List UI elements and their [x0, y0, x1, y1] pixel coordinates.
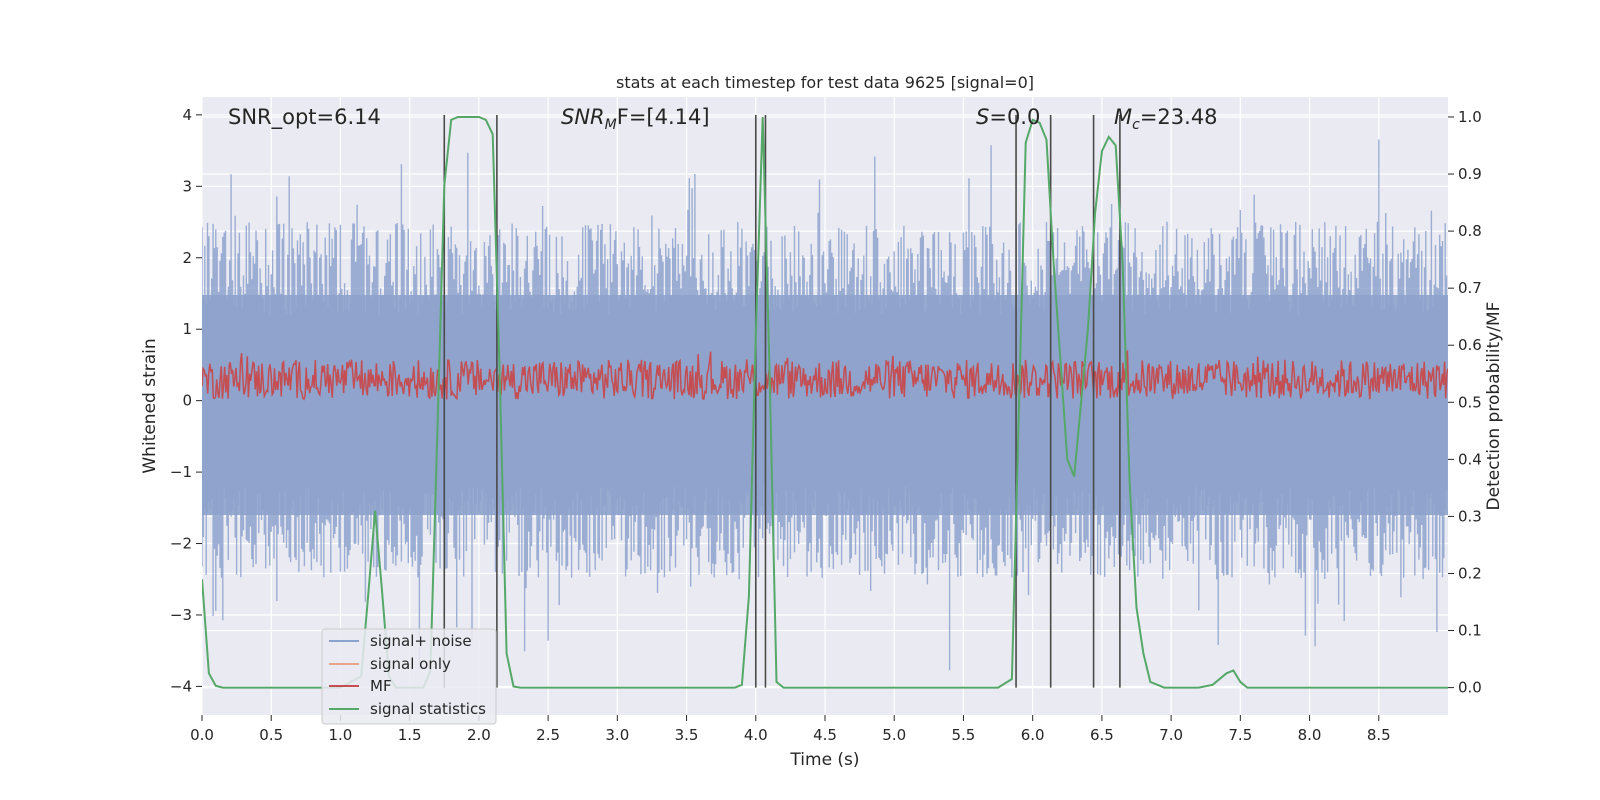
x-tick-label: 3.5 [675, 726, 699, 744]
y-axis-label-right: Detection probability/MF [1484, 302, 1504, 511]
left-y-tick-label: 1 [182, 320, 192, 338]
series-mf [202, 350, 1448, 401]
right-y-tick-label: 1.0 [1458, 108, 1482, 126]
right-y-tick-label: 0.0 [1458, 679, 1482, 697]
right-y-tick-label: 0.2 [1458, 564, 1482, 582]
left-y-tick-label: 0 [182, 392, 192, 410]
legend-label-signal-only: signal only [370, 655, 451, 673]
right-y-axis-ticks: 0.0 0.1 0.2 0.3 0.4 0.5 0.6 0.7 0.8 0.9 1.0 [1448, 108, 1482, 697]
x-tick-label: 1.5 [398, 726, 422, 744]
left-y-tick-label: −4 [170, 677, 192, 695]
x-tick-label: 0.5 [259, 726, 283, 744]
right-y-tick-label: 0.1 [1458, 622, 1482, 640]
left-y-tick-label: 4 [182, 106, 192, 124]
annotation-snr-opt: SNR_opt=6.14 [228, 105, 381, 130]
right-y-tick-label: 0.8 [1458, 222, 1482, 240]
annotation-s: S=0.0 [976, 105, 1040, 129]
right-y-tick-label: 0.9 [1458, 165, 1482, 183]
right-y-tick-label: 0.5 [1458, 393, 1482, 411]
x-tick-label: 0.0 [190, 726, 214, 744]
annotation-mc: Mc=23.48 [1114, 105, 1218, 133]
x-tick-label: 5.0 [882, 726, 906, 744]
x-tick-label: 6.0 [1021, 726, 1045, 744]
x-tick-label: 2.5 [536, 726, 560, 744]
left-y-tick-label: 3 [182, 177, 192, 195]
x-tick-label: 8.5 [1367, 726, 1391, 744]
legend-label-mf: MF [370, 677, 392, 695]
right-y-tick-label: 0.3 [1458, 507, 1482, 525]
left-y-tick-label: −3 [170, 606, 192, 624]
x-tick-label: 1.0 [329, 726, 353, 744]
chart-title: stats at each timestep for test data 962… [616, 73, 1034, 92]
annotation-snr-mf: SNRMF=[4.14] [561, 105, 710, 133]
left-y-tick-label: −1 [170, 463, 192, 481]
right-y-tick-label: 0.7 [1458, 279, 1482, 297]
x-tick-label: 7.0 [1159, 726, 1183, 744]
x-tick-label: 3.0 [605, 726, 629, 744]
left-y-axis-ticks: −4 −3 −2 −1 0 1 2 3 4 [170, 106, 202, 695]
x-tick-label: 7.5 [1228, 726, 1252, 744]
legend: signal+ noise signal only MF signal stat… [321, 628, 497, 725]
x-axis-label: Time (s) [789, 750, 859, 770]
x-tick-label: 6.5 [1090, 726, 1114, 744]
legend-box [321, 628, 497, 725]
x-tick-label: 4.0 [744, 726, 768, 744]
x-tick-label: 2.0 [467, 726, 491, 744]
legend-label-signal-plus-noise: signal+ noise [370, 632, 472, 650]
left-y-tick-label: 2 [182, 249, 192, 267]
x-axis-ticks: 0.0 0.5 1.0 1.5 2.0 2.5 3.0 3.5 4.0 4.5 5.0 5.5 6.0 6… [190, 715, 1391, 744]
right-y-tick-label: 0.4 [1458, 450, 1482, 468]
left-y-tick-label: −2 [170, 535, 192, 553]
right-y-tick-label: 0.6 [1458, 336, 1482, 354]
x-tick-label: 5.5 [952, 726, 976, 744]
y-axis-label-left: Whitened strain [140, 338, 160, 473]
x-tick-label: 8.0 [1298, 726, 1322, 744]
mf-line [202, 350, 1448, 401]
x-tick-label: 4.5 [813, 726, 837, 744]
legend-label-signal-statistics: signal statistics [370, 700, 486, 718]
